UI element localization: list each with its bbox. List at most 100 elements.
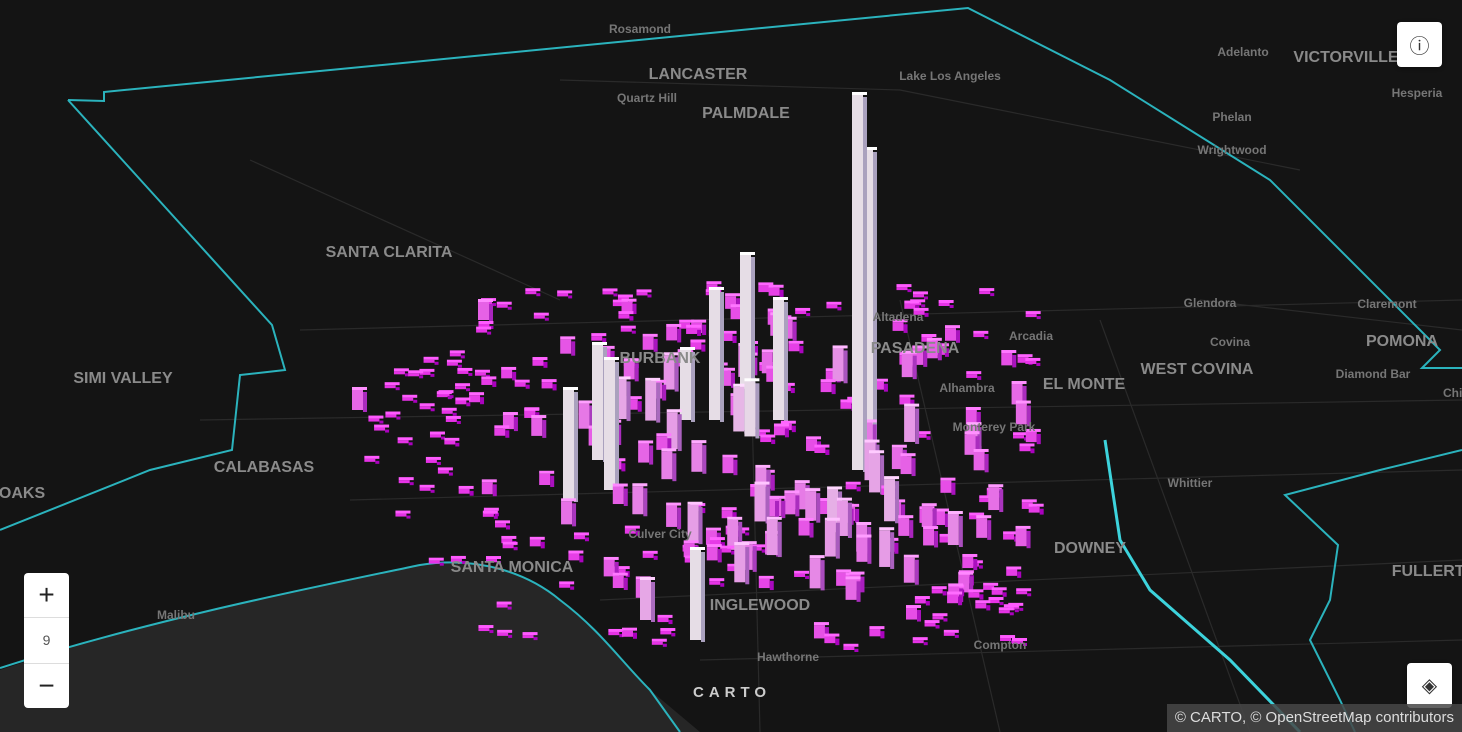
extrusion-bar-side bbox=[983, 585, 995, 590]
extrusion-bar-edge bbox=[925, 601, 930, 606]
extrusion-bar-edge bbox=[653, 338, 658, 352]
place-label: Arcadia bbox=[1009, 329, 1053, 343]
extrusion-bar-top bbox=[1028, 503, 1044, 507]
extrusion-bar-side bbox=[573, 535, 585, 540]
extrusion-bar-top bbox=[1001, 350, 1017, 354]
extrusion-bar-top bbox=[408, 370, 424, 374]
extrusion-bar-top bbox=[706, 544, 722, 548]
extrusion-bar-side bbox=[450, 558, 462, 562]
extrusion-bar-top bbox=[750, 544, 766, 548]
extrusion-bar-top bbox=[760, 434, 776, 438]
extrusion-bar-top bbox=[903, 554, 919, 558]
extrusion-bar-top bbox=[969, 512, 985, 516]
extrusion-bar-edge bbox=[1022, 386, 1027, 407]
extrusion-bar-edge bbox=[570, 586, 575, 590]
extrusion-bar-top bbox=[651, 379, 667, 383]
extrusion-bar-side bbox=[901, 353, 913, 378]
place-label: Lake Los Angeles bbox=[899, 69, 1001, 83]
info-button[interactable]: ⓘ bbox=[1397, 22, 1442, 67]
extrusion-bar-top bbox=[1011, 381, 1027, 385]
place-label: Hesperia bbox=[1392, 86, 1443, 100]
layers-button[interactable]: ◈ bbox=[1407, 663, 1452, 708]
extrusion-bar-top bbox=[991, 587, 1007, 591]
extrusion-bar-side bbox=[469, 395, 481, 403]
extrusion-bar-side bbox=[352, 390, 363, 410]
extrusion-bar-edge bbox=[984, 453, 989, 473]
extrusion-bar-side bbox=[836, 572, 848, 586]
extrusion-bar-side bbox=[975, 603, 987, 609]
extrusion-bar-side bbox=[449, 353, 461, 357]
extrusion-bar-side bbox=[690, 342, 702, 350]
extrusion-bar-edge bbox=[589, 405, 594, 431]
extrusion-bar-top bbox=[924, 620, 940, 624]
extrusion-bar-side bbox=[921, 506, 933, 528]
zoom-out-button[interactable]: − bbox=[38, 669, 55, 701]
extrusion-bar-edge bbox=[466, 402, 471, 407]
extrusion-bar-side bbox=[690, 550, 701, 640]
extrusion-bar-side bbox=[720, 548, 732, 553]
extrusion-bar-edge bbox=[856, 486, 861, 492]
extrusion-bar-top bbox=[912, 637, 928, 641]
extrusion-bar-top bbox=[973, 330, 989, 334]
extrusion-bar-top bbox=[657, 614, 673, 618]
extrusion-bar-edge bbox=[701, 344, 706, 352]
zoom-in-button[interactable]: + bbox=[38, 579, 55, 611]
extrusion-bar-top bbox=[788, 340, 804, 344]
extrusion-bar-top bbox=[709, 578, 725, 582]
extrusion-bar-top bbox=[912, 291, 928, 295]
extrusion-bar-side bbox=[1006, 569, 1018, 576]
extrusion-bar-top bbox=[1015, 400, 1031, 404]
extrusion-bar-top bbox=[661, 448, 677, 452]
extrusion-bar-side bbox=[706, 547, 718, 561]
extrusion-bar-edge bbox=[507, 306, 512, 310]
extrusion-bar-side bbox=[568, 553, 580, 561]
extrusion-bar-edge bbox=[533, 637, 538, 641]
extrusion-bar-side bbox=[754, 432, 766, 436]
county-boundary bbox=[0, 6, 1462, 732]
extrusion-bar-edge bbox=[408, 442, 413, 446]
place-label: SANTA MONICA bbox=[451, 559, 574, 576]
extrusion-bar-edge bbox=[1036, 316, 1041, 320]
extrusion-bar-top bbox=[680, 347, 695, 350]
extrusion-bar-top bbox=[966, 371, 982, 375]
extrusion-bar-edge bbox=[921, 304, 926, 308]
extrusion-bar-edge bbox=[579, 555, 584, 563]
extrusion-bar-top bbox=[864, 439, 880, 443]
extrusion-bar-side bbox=[642, 336, 654, 350]
extrusion-bar-edge bbox=[959, 588, 964, 603]
extrusion-bar-top bbox=[727, 516, 743, 520]
extrusion-bar-top bbox=[947, 511, 963, 515]
extrusion-bar-top bbox=[764, 495, 780, 499]
extrusion-bar-side bbox=[836, 500, 848, 536]
zoom-level: 9 bbox=[24, 617, 69, 664]
extrusion-bar-top bbox=[458, 485, 474, 489]
extrusion-bar-edge bbox=[973, 558, 978, 571]
extrusion-bar-edge bbox=[745, 547, 750, 585]
extrusion-bar-edge bbox=[738, 521, 743, 552]
extrusion-bar-edge bbox=[430, 489, 435, 493]
extrusion-bar-top bbox=[423, 356, 439, 360]
extrusion-bar-top bbox=[869, 626, 885, 630]
extrusion-bar-edge bbox=[671, 633, 676, 637]
extrusion-bar-side bbox=[931, 589, 943, 594]
extrusion-bar-top bbox=[632, 483, 648, 487]
extrusion-bar-top bbox=[457, 367, 473, 371]
extrusion-bar-edge bbox=[447, 396, 452, 400]
extrusion-bar-edge bbox=[986, 605, 991, 611]
extrusion-bar-edge bbox=[536, 293, 541, 297]
extrusion-bar-top bbox=[998, 607, 1014, 611]
place-label: Phelan bbox=[1212, 110, 1251, 124]
extrusion-bar-top bbox=[964, 431, 980, 435]
extrusion-bar-top bbox=[478, 299, 493, 302]
extrusion-bar-edge bbox=[635, 530, 640, 536]
extrusion-bar-edge bbox=[430, 408, 435, 412]
place-label: OAKS bbox=[0, 485, 45, 502]
extrusion-bar-side bbox=[1015, 528, 1027, 547]
extrusion-bar-top bbox=[429, 431, 445, 435]
extrusion-bar-top bbox=[666, 409, 682, 413]
extrusion-bar-edge bbox=[379, 420, 384, 424]
extrusion-bar-top bbox=[679, 319, 695, 323]
extrusion-bar-side bbox=[943, 632, 955, 636]
extrusion-bar-top bbox=[933, 508, 949, 512]
